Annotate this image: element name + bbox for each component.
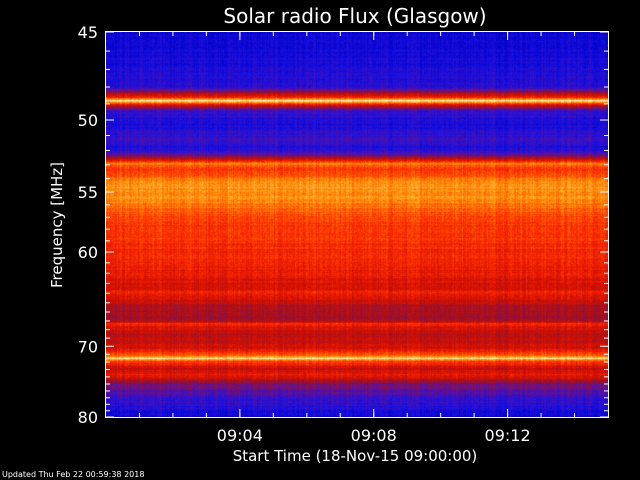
x-axis-label: Start Time (18-Nov-15 09:00:00): [233, 447, 478, 465]
x-tick-label: 09:12: [485, 426, 531, 445]
updated-timestamp: Updated Thu Feb 22 00:59:38 2018: [2, 470, 145, 479]
chart-title: Solar radio Flux (Glasgow): [223, 4, 486, 28]
y-tick-label: 55: [78, 183, 98, 202]
spectrogram-heatmap: [106, 32, 608, 417]
y-tick-label: 80: [78, 408, 98, 427]
x-tick-label: 09:04: [217, 426, 263, 445]
plot-frame: [105, 31, 609, 418]
spectrogram-image: [106, 32, 608, 417]
y-tick-label: 70: [78, 337, 98, 356]
y-tick-label: 50: [78, 111, 98, 130]
y-tick-label: 45: [78, 23, 98, 42]
x-axis: 09:04 09:08 09:12: [138, 32, 576, 445]
y-axis: 45 50 55 60 70 80: [78, 23, 608, 427]
y-axis-label: Frequency [MHz]: [48, 162, 66, 288]
y-tick-label: 60: [78, 243, 98, 262]
x-tick-label: 09:08: [351, 426, 397, 445]
